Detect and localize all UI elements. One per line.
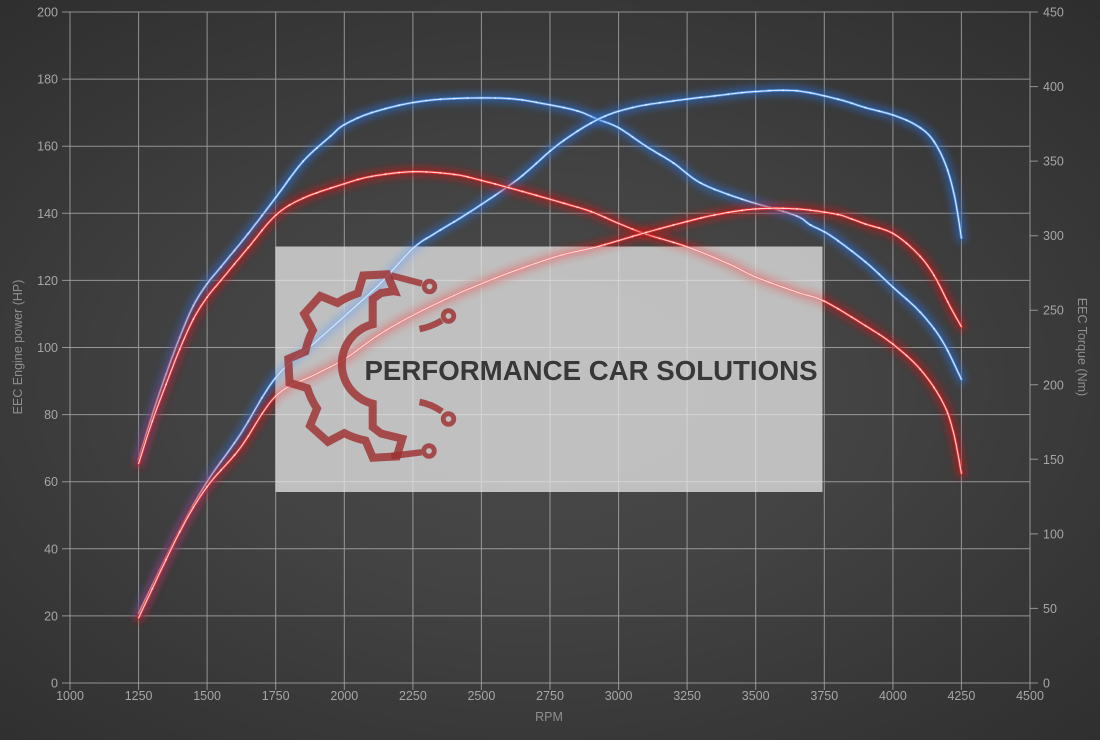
svg-text:300: 300 (1043, 229, 1064, 243)
svg-text:250: 250 (1043, 304, 1064, 318)
svg-text:40: 40 (44, 542, 58, 556)
svg-text:50: 50 (1043, 602, 1057, 616)
svg-text:4000: 4000 (879, 689, 907, 703)
svg-text:3500: 3500 (742, 689, 770, 703)
svg-text:1500: 1500 (193, 689, 221, 703)
svg-text:1000: 1000 (56, 689, 84, 703)
svg-text:350: 350 (1043, 155, 1064, 169)
svg-text:140: 140 (37, 207, 58, 221)
svg-text:0: 0 (1043, 677, 1050, 691)
svg-text:20: 20 (44, 609, 58, 623)
svg-text:3250: 3250 (673, 689, 701, 703)
svg-text:EEC Engine power (HP): EEC Engine power (HP) (11, 280, 25, 415)
svg-text:1250: 1250 (125, 689, 153, 703)
svg-text:120: 120 (37, 274, 58, 288)
svg-text:400: 400 (1043, 80, 1064, 94)
svg-text:180: 180 (37, 73, 58, 87)
svg-text:PERFORMANCE CAR SOLUTIONS: PERFORMANCE CAR SOLUTIONS (365, 355, 818, 386)
svg-text:160: 160 (37, 140, 58, 154)
svg-text:4250: 4250 (947, 689, 975, 703)
svg-text:60: 60 (44, 475, 58, 489)
svg-text:3000: 3000 (605, 689, 633, 703)
svg-text:2500: 2500 (467, 689, 495, 703)
svg-text:150: 150 (1043, 453, 1064, 467)
svg-text:200: 200 (37, 6, 58, 20)
svg-text:3750: 3750 (810, 689, 838, 703)
svg-text:0: 0 (51, 677, 58, 691)
svg-text:200: 200 (1043, 378, 1064, 392)
svg-text:2000: 2000 (330, 689, 358, 703)
svg-text:RPM: RPM (535, 710, 563, 724)
svg-text:EEC Torque (Nm): EEC Torque (Nm) (1075, 298, 1089, 396)
svg-text:450: 450 (1043, 6, 1064, 20)
svg-text:2750: 2750 (536, 689, 564, 703)
svg-text:80: 80 (44, 408, 58, 422)
svg-text:4500: 4500 (1016, 689, 1044, 703)
svg-text:1750: 1750 (262, 689, 290, 703)
svg-text:100: 100 (1043, 527, 1064, 541)
svg-text:100: 100 (37, 341, 58, 355)
svg-text:2250: 2250 (399, 689, 427, 703)
